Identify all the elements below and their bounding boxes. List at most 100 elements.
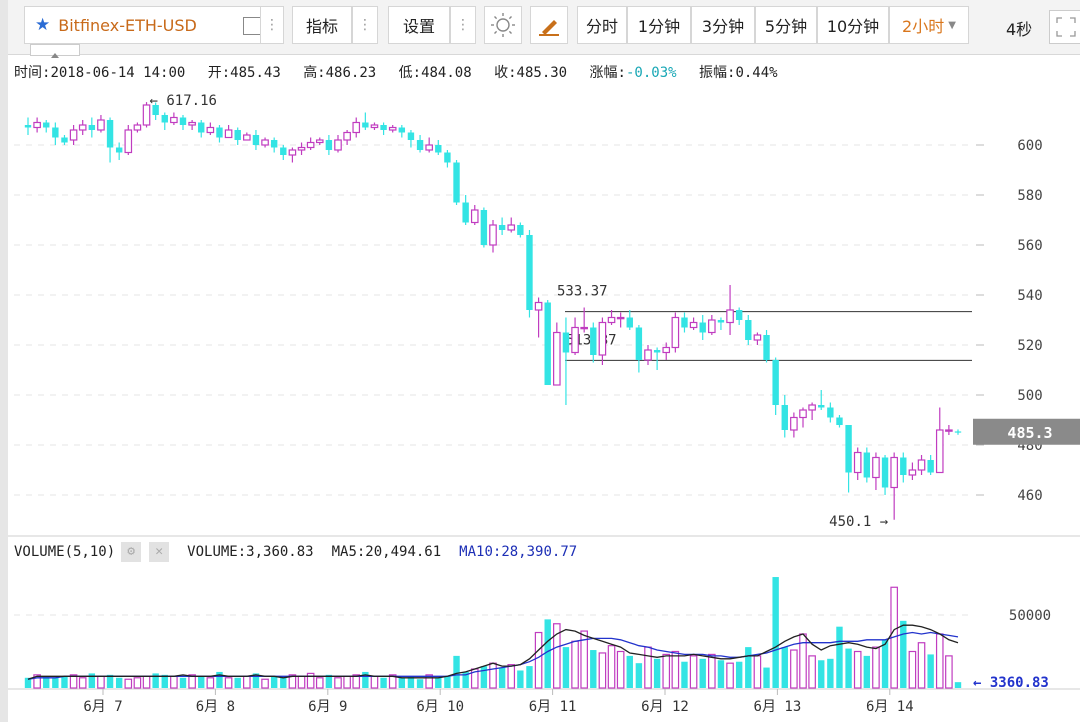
settings-button[interactable]: 设置: [388, 6, 450, 44]
candle-body: [69, 129, 78, 141]
volume-bar: [362, 671, 369, 688]
time-value: 2018-06-14 14:00: [50, 65, 186, 81]
candle-body: [607, 316, 616, 324]
candle-body: [133, 124, 142, 131]
timeframe-tab-3[interactable]: 5分钟: [755, 6, 817, 44]
draw-tool-button[interactable]: [530, 6, 568, 44]
volume-bar: [616, 650, 625, 689]
volume-bar: [206, 677, 215, 689]
volume-bar: [507, 664, 516, 689]
last-price-label: 485.3: [1007, 424, 1052, 442]
volume-bar: [216, 671, 223, 688]
toolbar: ★ Bitfinex-ETH-USD ⋮ 指标 ⋮ 设置 ⋮ 分时 1分钟 3分…: [8, 0, 1080, 58]
volume-bar: [425, 674, 433, 689]
candle-body: [689, 321, 698, 329]
volume-bar: [863, 655, 871, 688]
candle-body: [179, 117, 187, 125]
candle-body: [900, 457, 907, 475]
candle-body: [407, 132, 415, 140]
volume-bar: [781, 647, 788, 688]
candle-body: [763, 335, 770, 360]
price-tick-label: 580: [1017, 188, 1042, 204]
volume-bar: [69, 674, 78, 689]
volume-bar: [954, 682, 962, 688]
volume-bar: [133, 677, 142, 689]
volume-bar: [517, 670, 524, 688]
volume-bar: [653, 658, 661, 688]
external-link-icon[interactable]: [243, 17, 261, 35]
volume-bar: [343, 675, 351, 689]
settings-more-icon[interactable]: ⋮: [450, 6, 476, 44]
symbol-selector[interactable]: ★ Bitfinex-ETH-USD: [24, 6, 270, 44]
candle-body: [917, 459, 926, 471]
volume-bar: [580, 630, 588, 689]
candle-body: [853, 451, 862, 474]
volume-bar: [188, 674, 196, 689]
date-tick-label: 6月 8: [196, 699, 235, 715]
candle-body: [43, 122, 50, 128]
volume-bar: [881, 639, 889, 688]
candle-body: [836, 417, 843, 425]
timeframe-tab-2[interactable]: 3分钟: [691, 6, 755, 44]
close-label: 收:: [494, 65, 517, 81]
volume-bar: [845, 648, 852, 688]
timeframe-label: 2小时: [902, 17, 945, 36]
candle-body: [571, 326, 579, 354]
candle-body: [507, 224, 516, 231]
candle-body: [927, 460, 934, 473]
ma10-line: [27, 631, 959, 680]
high-value: 486.23: [325, 65, 377, 81]
timeframe-tab-active[interactable]: 2小时 ▼: [889, 6, 969, 44]
price-tick-label: 520: [1017, 338, 1042, 354]
indicator-button[interactable]: 指标: [292, 6, 352, 44]
volume-bar: [106, 674, 114, 688]
date-tick-label: 6月 14: [866, 699, 914, 715]
volume-bar: [699, 658, 706, 688]
volume-bar: [78, 677, 87, 689]
candle-body: [671, 316, 680, 349]
symbol-more-icon[interactable]: ⋮: [260, 6, 284, 44]
candle-body: [88, 125, 96, 130]
candle-body: [480, 210, 488, 245]
candle-body: [945, 429, 953, 432]
candle-body: [635, 327, 643, 360]
volume-bar: [179, 677, 187, 688]
candle-body: [562, 332, 570, 353]
timeframe-tab-0[interactable]: 分时: [577, 6, 627, 44]
fullscreen-icon[interactable]: [1049, 10, 1080, 44]
close-icon[interactable]: ✕: [149, 542, 170, 562]
volume-bar: [836, 626, 843, 688]
high-label: 高:: [303, 65, 326, 81]
candle-body: [78, 124, 87, 131]
candle-body: [315, 139, 324, 144]
volume-bar: [827, 658, 834, 688]
volume-bar: [398, 677, 406, 688]
timeframe-tab-4[interactable]: 10分钟: [817, 6, 889, 44]
indicator-label: 指标: [305, 17, 338, 36]
volume-bar: [33, 674, 41, 689]
gear-icon[interactable]: ⚙: [121, 542, 142, 562]
date-tick-label: 6月 11: [529, 699, 577, 715]
collapse-tab[interactable]: [30, 44, 80, 58]
volume-bar: [681, 661, 688, 688]
volume-bar: [745, 647, 752, 688]
indicator-more-icon[interactable]: ⋮: [352, 6, 378, 44]
theme-toggle-button[interactable]: [484, 6, 522, 44]
chevron-down-icon: ▼: [948, 19, 956, 31]
date-tick-label: 6月 13: [754, 699, 802, 715]
volume-bar: [261, 678, 269, 689]
amplitude-value: 0.44%: [735, 65, 778, 81]
candle-body: [881, 457, 889, 488]
volume-bar: [288, 674, 297, 689]
volume-bar: [945, 655, 953, 689]
star-icon[interactable]: ★: [35, 15, 51, 35]
volume-bar: [590, 650, 597, 688]
volume-bar: [689, 655, 698, 689]
volume-bar: [790, 649, 798, 689]
timeframe-tab-1[interactable]: 1分钟: [627, 6, 691, 44]
candle-body: [435, 145, 442, 153]
refresh-interval[interactable]: 4秒: [1006, 20, 1033, 39]
ma5-line: [27, 624, 959, 680]
volume-bar: [935, 633, 944, 689]
